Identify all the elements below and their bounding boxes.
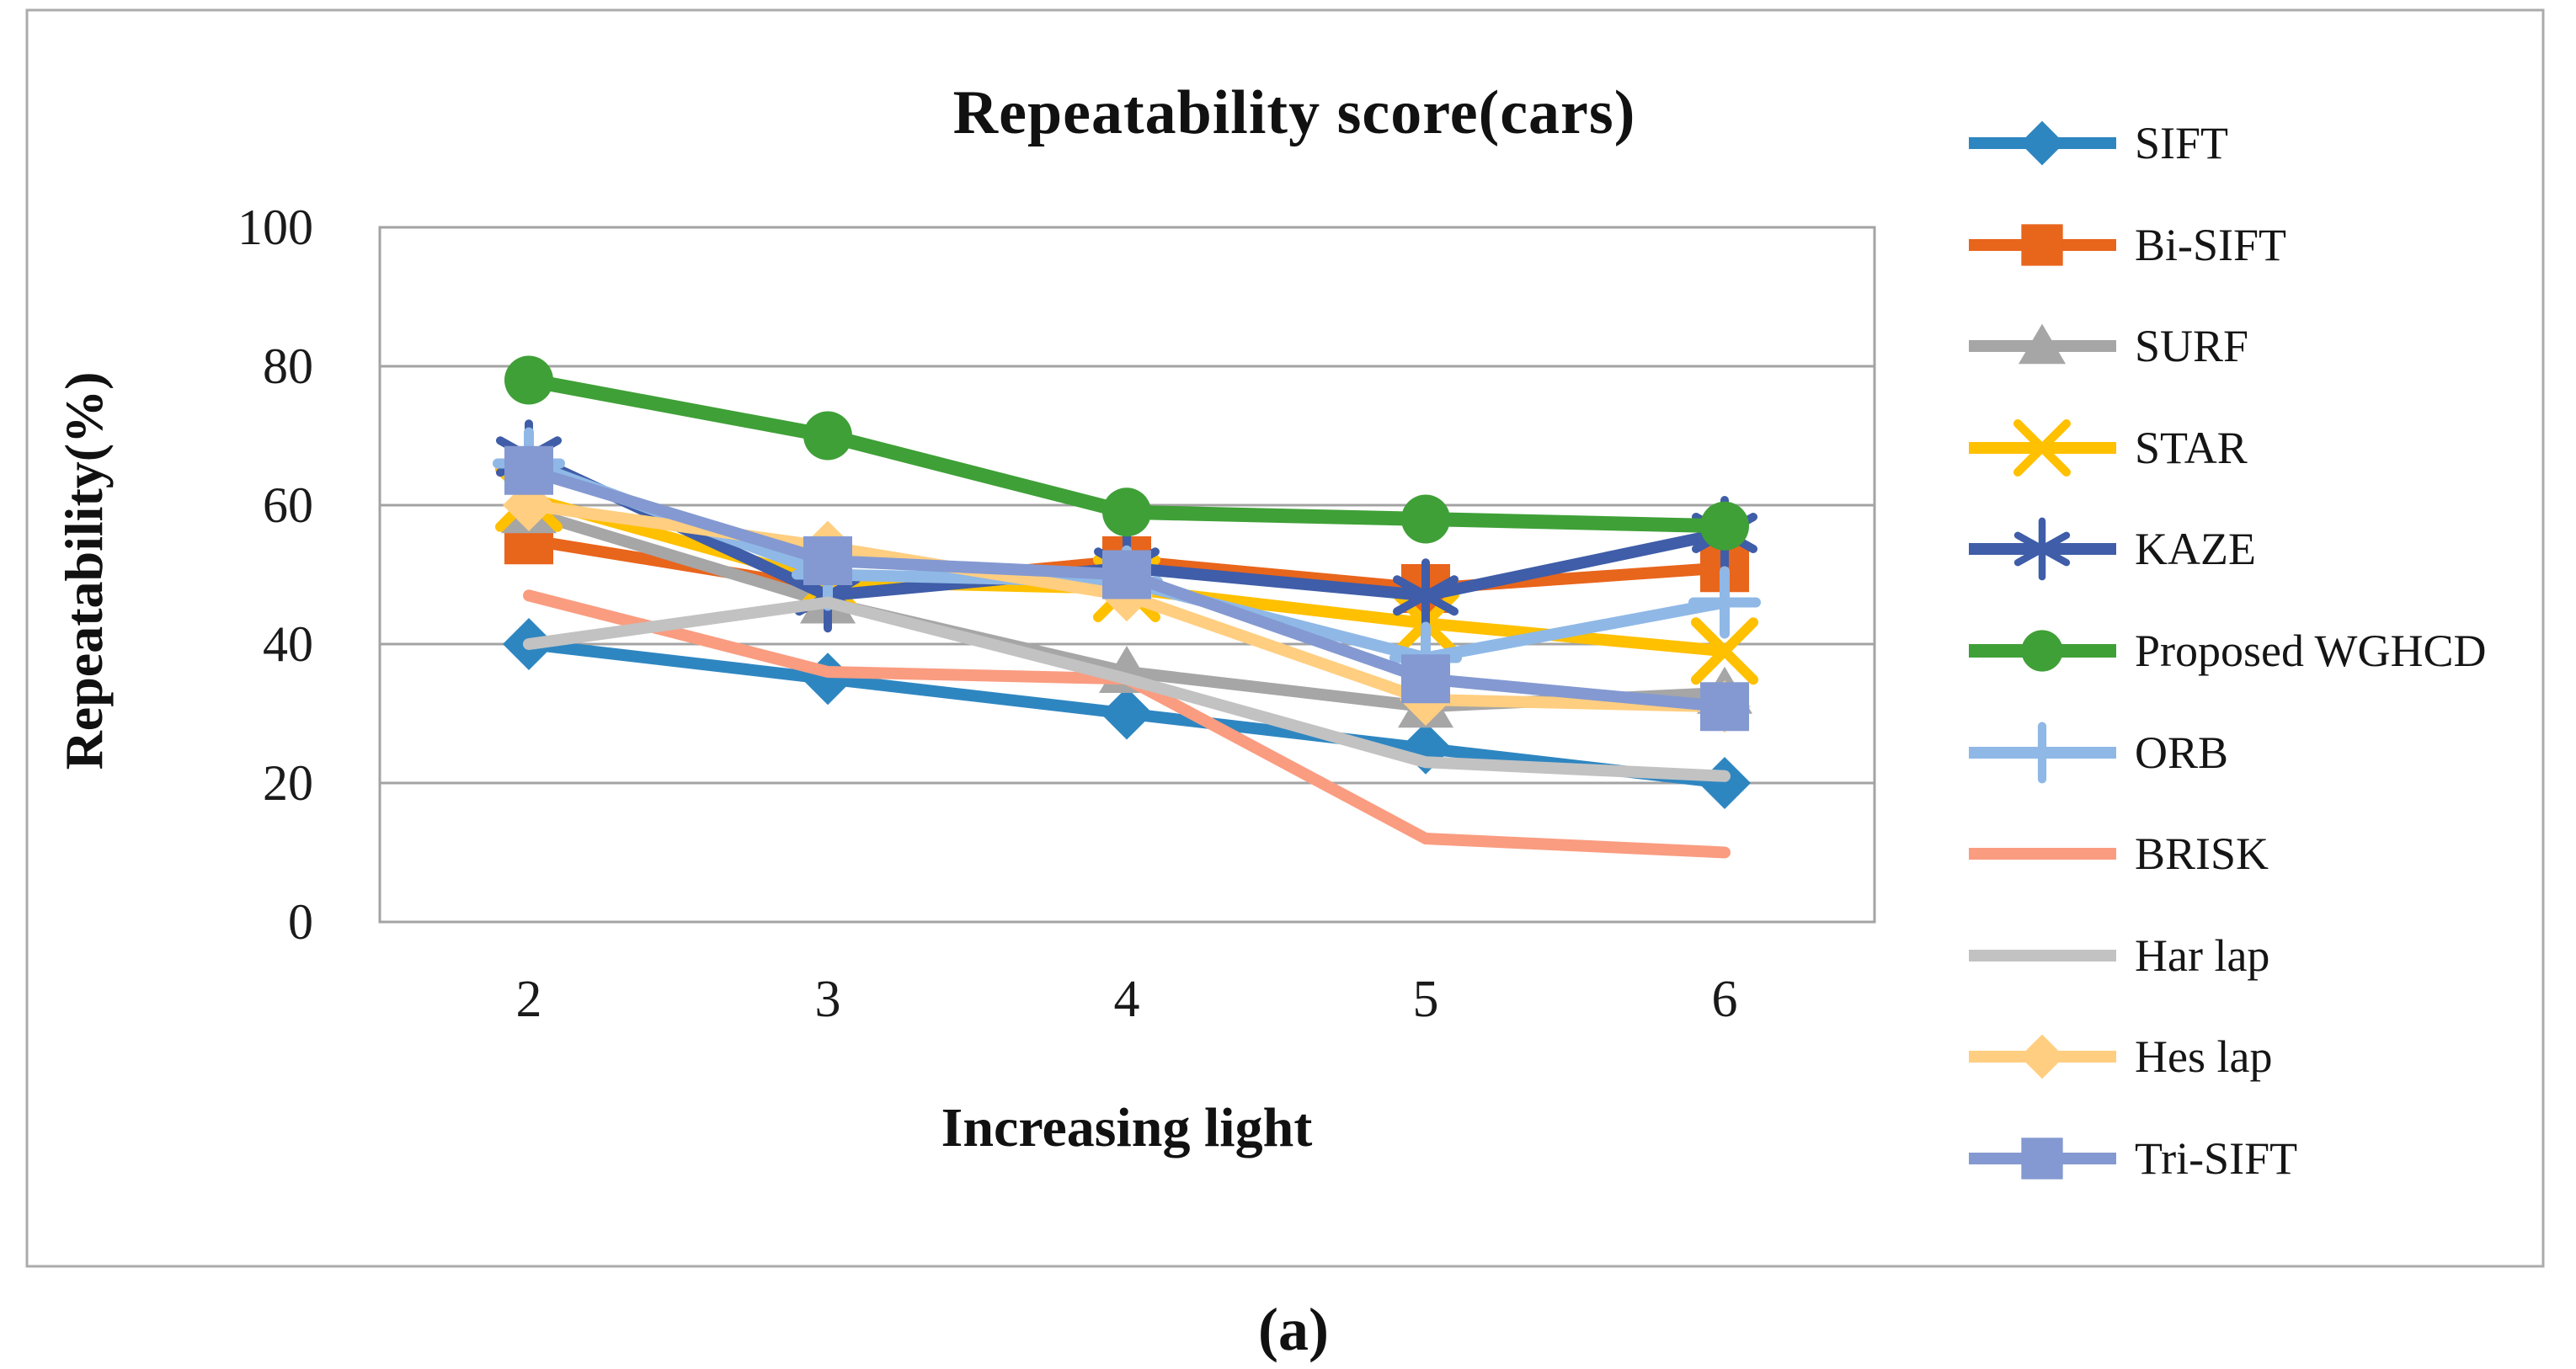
legend-item-surf: SURF <box>1969 312 2248 380</box>
proposed-wghcd-legend-marker-icon <box>1969 630 2116 672</box>
figure-caption: (a) <box>1258 1296 1329 1363</box>
x-axis-title: Increasing light <box>941 1097 1313 1159</box>
legend-item-orb: ORB <box>1969 719 2228 786</box>
legend-item-tri-sift: Tri-SIFT <box>1969 1125 2297 1192</box>
x-tick-label: 6 <box>1711 971 1738 1028</box>
x-tick-label: 3 <box>814 971 841 1028</box>
legend-label: KAZE <box>2135 524 2256 575</box>
sift-legend-marker-icon <box>1969 120 2116 166</box>
legend-item-brisk: BRISK <box>1969 820 2269 887</box>
legend-item-hes-lap: Hes lap <box>1969 1023 2272 1090</box>
legend-label: Har lap <box>2135 930 2270 981</box>
legend-item-sift: SIFT <box>1969 109 2228 177</box>
x-tick-label: 5 <box>1412 971 1439 1028</box>
y-axis-title: Repeatability(%) <box>54 371 114 770</box>
y-tick-label: 40 <box>263 616 313 672</box>
y-tick-label: 0 <box>288 894 313 950</box>
legend-label: Tri-SIFT <box>2135 1133 2298 1184</box>
y-tick-label: 100 <box>237 200 313 255</box>
legend-item-bi-sift: Bi-SIFT <box>1969 211 2286 279</box>
chart-title: Repeatability score(cars) <box>952 78 1636 147</box>
y-tick-label: 20 <box>263 755 313 811</box>
legend-label: Bi-SIFT <box>2135 219 2287 270</box>
hes-lap-legend-marker-icon <box>1969 1035 2116 1079</box>
legend-label: ORB <box>2135 727 2229 778</box>
orb-legend-marker-icon <box>1969 722 2116 784</box>
star-legend-marker-icon <box>1969 418 2116 477</box>
surf-legend-marker-icon <box>1969 323 2116 365</box>
har-lap-legend-marker-icon <box>1969 949 2116 961</box>
legend-item-har-lap: Har lap <box>1969 922 2269 989</box>
legend-label: SURF <box>2135 321 2249 372</box>
legend-label: Proposed WGHCD <box>2135 626 2487 676</box>
legend-label: STAR <box>2135 422 2248 473</box>
x-tick-label: 4 <box>1113 971 1140 1028</box>
bi-sift-legend-marker-icon <box>1969 223 2116 266</box>
legend-label: Hes lap <box>2135 1031 2273 1083</box>
legend-item-star: STAR <box>1969 414 2248 482</box>
kaze-legend-marker-icon <box>1969 517 2116 581</box>
tri-sift-legend-marker-icon <box>1969 1137 2116 1180</box>
legend-label: BRISK <box>2135 828 2269 880</box>
brisk-legend-marker-icon <box>1969 848 2116 860</box>
legend-item-proposed-wghcd: Proposed WGHCD <box>1969 617 2487 684</box>
y-tick-label: 80 <box>263 338 313 394</box>
y-tick-label: 60 <box>263 477 313 533</box>
legend-item-kaze: KAZE <box>1969 515 2256 583</box>
x-tick-label: 2 <box>515 971 542 1028</box>
legend-label: SIFT <box>2135 118 2229 168</box>
